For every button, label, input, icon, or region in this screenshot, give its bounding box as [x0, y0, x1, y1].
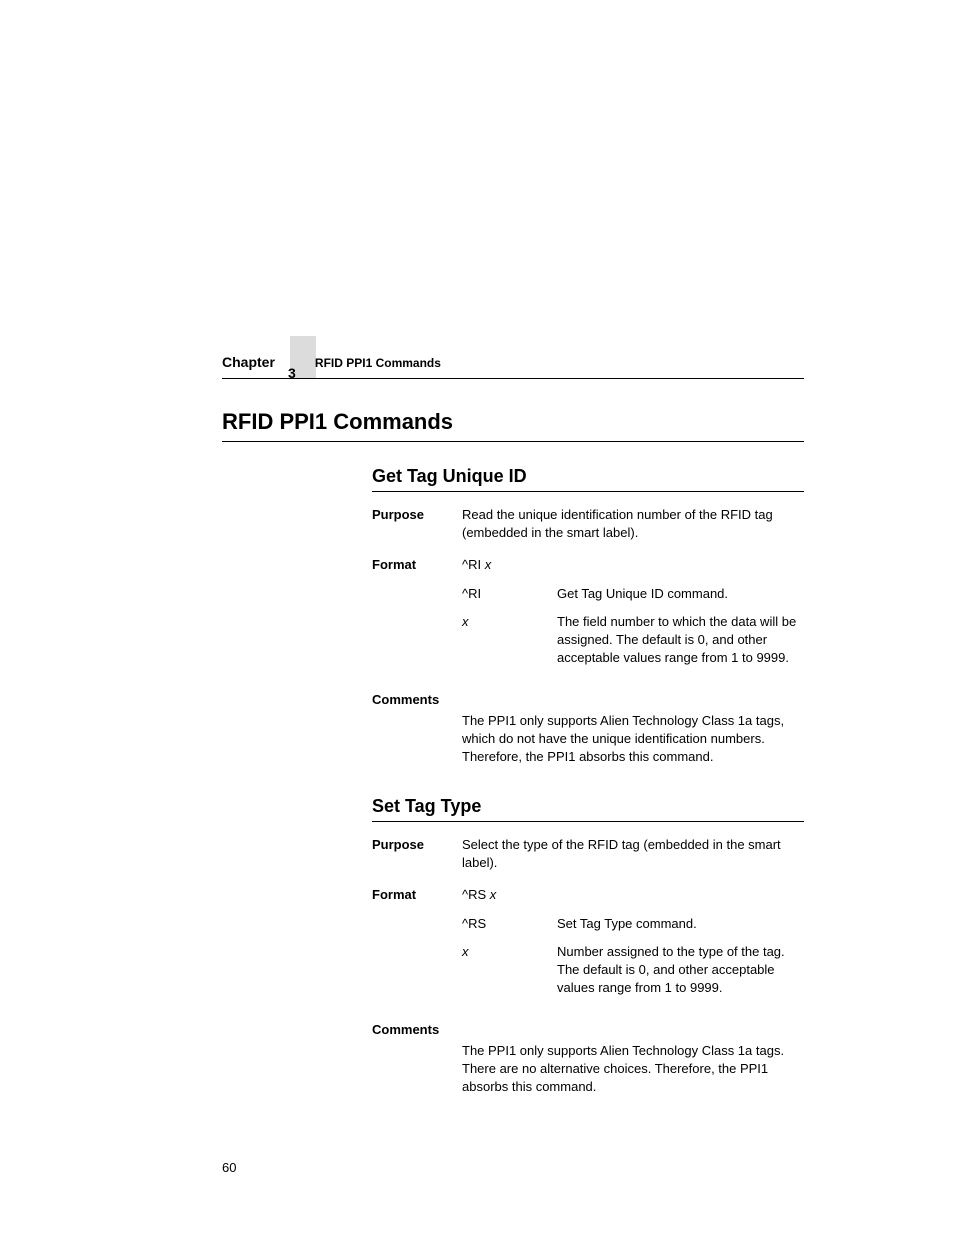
param-name: x	[462, 943, 557, 998]
format-line: ^RS x	[462, 886, 804, 904]
comments-text: The PPI1 only supports Alien Technology …	[462, 712, 804, 767]
chapter-header: Chapter 3 RFID PPI1 Commands	[222, 336, 804, 378]
chapter-label: Chapter	[222, 354, 275, 370]
purpose-label: Purpose	[372, 836, 462, 872]
format-param: x	[485, 557, 492, 572]
format-label: Format	[372, 556, 462, 677]
purpose-label: Purpose	[372, 506, 462, 542]
comments-text: The PPI1 only supports Alien Technology …	[462, 1042, 804, 1097]
section-heading: Set Tag Type	[372, 796, 804, 817]
purpose-text: Select the type of the RFID tag (embedde…	[462, 836, 804, 872]
comments-block: Comments The PPI1 only supports Alien Te…	[372, 691, 804, 766]
param-row: ^RI Get Tag Unique ID command.	[462, 585, 804, 603]
header-rule	[222, 378, 804, 379]
param-desc: Number assigned to the type of the tag. …	[557, 943, 804, 998]
format-row: Format ^RS x ^RS Set Tag Type command. x…	[372, 886, 804, 1007]
comments-label: Comments	[372, 691, 804, 709]
format-row: Format ^RI x ^RI Get Tag Unique ID comma…	[372, 556, 804, 677]
param-row: ^RS Set Tag Type command.	[462, 915, 804, 933]
section-heading: Get Tag Unique ID	[372, 466, 804, 487]
param-desc: Get Tag Unique ID command.	[557, 585, 804, 603]
format-label: Format	[372, 886, 462, 1007]
chapter-title: RFID PPI1 Commands	[315, 356, 441, 370]
comments-label: Comments	[372, 1021, 804, 1039]
comments-block: Comments The PPI1 only supports Alien Te…	[372, 1021, 804, 1096]
section-rule	[372, 491, 804, 492]
param-row: x Number assigned to the type of the tag…	[462, 943, 804, 998]
section-get-tag-unique-id: Get Tag Unique ID Purpose Read the uniqu…	[372, 466, 804, 766]
param-row: x The field number to which the data wil…	[462, 613, 804, 668]
format-cmd: ^RS	[462, 887, 490, 902]
purpose-text: Read the unique identification number of…	[462, 506, 804, 542]
section-rule	[372, 821, 804, 822]
param-name: ^RI	[462, 585, 557, 603]
main-heading: RFID PPI1 Commands	[222, 409, 804, 435]
format-param: x	[490, 887, 497, 902]
format-line: ^RI x	[462, 556, 804, 574]
purpose-row: Purpose Read the unique identification n…	[372, 506, 804, 542]
main-heading-rule	[222, 441, 804, 442]
purpose-row: Purpose Select the type of the RFID tag …	[372, 836, 804, 872]
section-set-tag-type: Set Tag Type Purpose Select the type of …	[372, 796, 804, 1096]
format-cmd: ^RI	[462, 557, 485, 572]
param-desc: Set Tag Type command.	[557, 915, 804, 933]
param-desc: The field number to which the data will …	[557, 613, 804, 668]
param-name: ^RS	[462, 915, 557, 933]
page-number: 60	[222, 1160, 236, 1175]
chapter-number: 3	[288, 365, 296, 381]
param-name: x	[462, 613, 557, 668]
